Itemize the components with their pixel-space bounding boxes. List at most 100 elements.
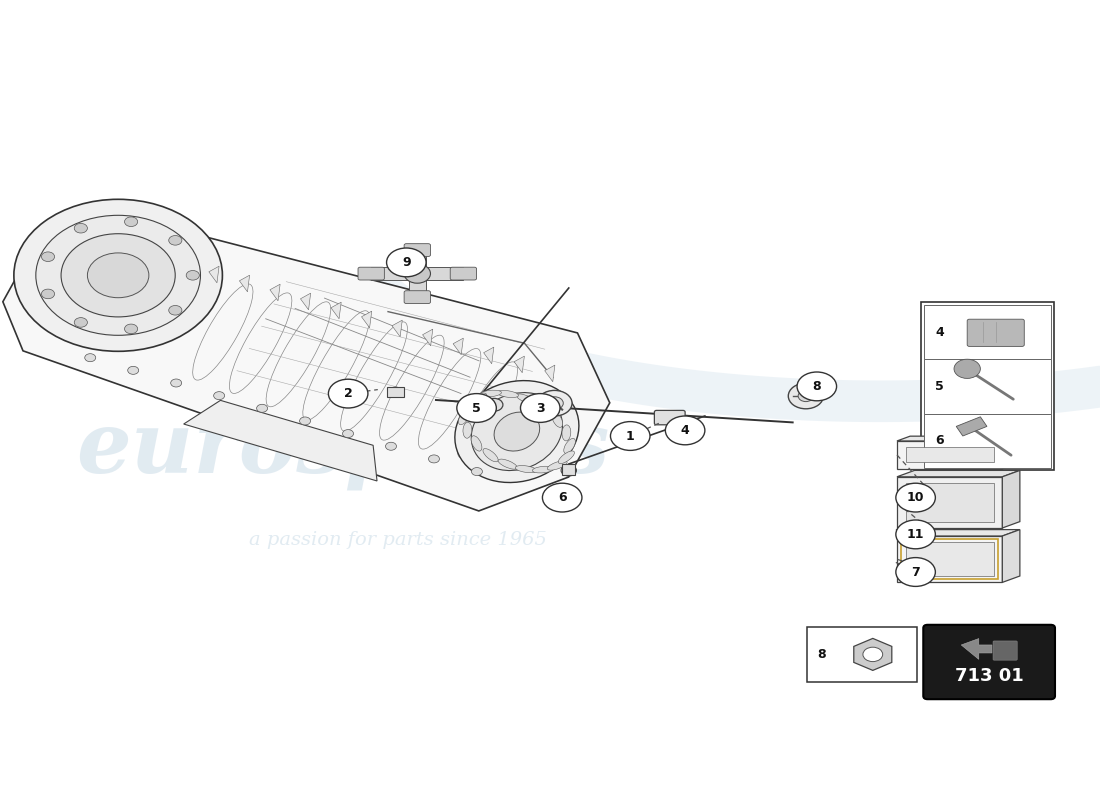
Polygon shape bbox=[896, 477, 1002, 528]
Circle shape bbox=[128, 366, 139, 374]
Text: 6: 6 bbox=[558, 491, 566, 504]
Polygon shape bbox=[896, 530, 1020, 536]
Ellipse shape bbox=[516, 394, 536, 404]
Ellipse shape bbox=[14, 199, 222, 351]
Text: 5: 5 bbox=[935, 380, 944, 393]
Ellipse shape bbox=[483, 449, 498, 462]
Ellipse shape bbox=[36, 215, 200, 335]
Polygon shape bbox=[1002, 470, 1020, 528]
Circle shape bbox=[862, 647, 882, 662]
Polygon shape bbox=[905, 483, 993, 522]
Circle shape bbox=[42, 289, 55, 298]
Polygon shape bbox=[896, 470, 1020, 477]
Ellipse shape bbox=[466, 393, 486, 402]
Circle shape bbox=[74, 223, 87, 233]
FancyBboxPatch shape bbox=[924, 359, 1050, 414]
Ellipse shape bbox=[562, 425, 571, 441]
Text: 7: 7 bbox=[911, 566, 920, 578]
Circle shape bbox=[537, 390, 572, 416]
FancyBboxPatch shape bbox=[450, 267, 476, 280]
Ellipse shape bbox=[532, 466, 554, 473]
FancyBboxPatch shape bbox=[654, 410, 685, 425]
Circle shape bbox=[472, 467, 483, 475]
Circle shape bbox=[168, 235, 182, 245]
Polygon shape bbox=[300, 293, 310, 310]
Circle shape bbox=[895, 483, 935, 512]
Text: 2: 2 bbox=[344, 387, 352, 400]
Polygon shape bbox=[854, 638, 892, 670]
Ellipse shape bbox=[497, 390, 518, 398]
Polygon shape bbox=[562, 464, 575, 475]
Polygon shape bbox=[362, 311, 372, 328]
Circle shape bbox=[170, 379, 182, 387]
FancyBboxPatch shape bbox=[924, 305, 1050, 359]
Ellipse shape bbox=[515, 466, 537, 473]
Ellipse shape bbox=[564, 438, 575, 454]
Ellipse shape bbox=[471, 393, 562, 470]
Circle shape bbox=[124, 324, 138, 334]
Circle shape bbox=[329, 379, 367, 408]
Circle shape bbox=[456, 394, 496, 422]
Polygon shape bbox=[905, 542, 993, 576]
Ellipse shape bbox=[471, 436, 482, 451]
Polygon shape bbox=[270, 284, 280, 301]
Polygon shape bbox=[240, 275, 250, 292]
Polygon shape bbox=[453, 338, 463, 354]
Circle shape bbox=[299, 417, 310, 425]
Circle shape bbox=[124, 217, 138, 226]
Ellipse shape bbox=[494, 412, 540, 451]
Polygon shape bbox=[956, 417, 987, 436]
Circle shape bbox=[385, 442, 396, 450]
Text: 713 01: 713 01 bbox=[955, 666, 1023, 685]
Ellipse shape bbox=[62, 234, 175, 317]
Text: 10: 10 bbox=[906, 491, 924, 504]
Circle shape bbox=[520, 394, 560, 422]
Circle shape bbox=[388, 387, 401, 397]
Circle shape bbox=[799, 390, 814, 402]
Polygon shape bbox=[408, 274, 426, 297]
FancyBboxPatch shape bbox=[967, 319, 1024, 346]
Circle shape bbox=[666, 416, 705, 445]
Circle shape bbox=[789, 383, 824, 409]
Text: 6: 6 bbox=[935, 434, 944, 447]
Circle shape bbox=[546, 397, 563, 410]
FancyBboxPatch shape bbox=[924, 414, 1050, 468]
Circle shape bbox=[561, 465, 576, 476]
FancyBboxPatch shape bbox=[921, 302, 1054, 470]
Polygon shape bbox=[896, 436, 1015, 441]
Polygon shape bbox=[544, 365, 554, 382]
Polygon shape bbox=[422, 329, 432, 346]
Ellipse shape bbox=[498, 459, 517, 469]
Text: 8: 8 bbox=[813, 380, 821, 393]
Polygon shape bbox=[514, 356, 525, 373]
Circle shape bbox=[386, 248, 426, 277]
Text: 5: 5 bbox=[472, 402, 481, 414]
Polygon shape bbox=[1002, 436, 1015, 469]
FancyBboxPatch shape bbox=[358, 267, 384, 280]
Polygon shape bbox=[392, 320, 403, 337]
Text: 1: 1 bbox=[626, 430, 635, 442]
Ellipse shape bbox=[552, 412, 562, 427]
Circle shape bbox=[895, 558, 935, 586]
Circle shape bbox=[85, 354, 96, 362]
Polygon shape bbox=[408, 250, 426, 274]
Ellipse shape bbox=[460, 399, 475, 412]
Polygon shape bbox=[905, 447, 993, 462]
Polygon shape bbox=[386, 387, 404, 397]
Polygon shape bbox=[331, 302, 341, 319]
Circle shape bbox=[429, 455, 440, 463]
Circle shape bbox=[954, 359, 980, 378]
FancyBboxPatch shape bbox=[993, 641, 1018, 660]
Ellipse shape bbox=[536, 402, 551, 414]
Circle shape bbox=[74, 318, 87, 327]
Text: 3: 3 bbox=[536, 402, 544, 414]
Circle shape bbox=[168, 306, 182, 315]
Polygon shape bbox=[209, 266, 219, 283]
Circle shape bbox=[42, 252, 55, 262]
Circle shape bbox=[798, 372, 837, 401]
Circle shape bbox=[186, 270, 199, 280]
Ellipse shape bbox=[455, 381, 579, 482]
Text: 4: 4 bbox=[681, 424, 690, 437]
Text: 9: 9 bbox=[402, 256, 410, 269]
Ellipse shape bbox=[459, 410, 470, 425]
